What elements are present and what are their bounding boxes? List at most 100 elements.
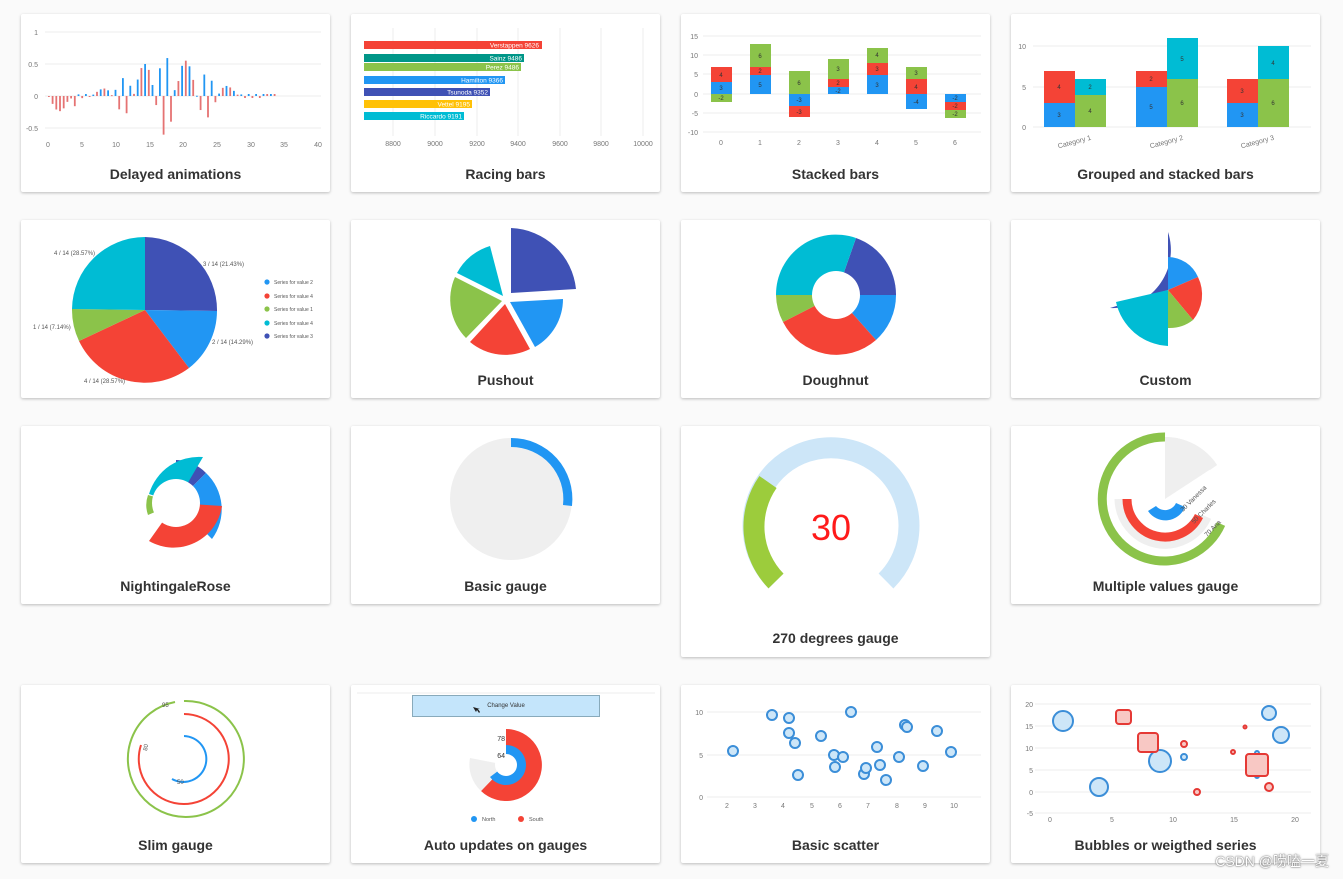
- x-tick: 0: [46, 142, 50, 149]
- x-tick: 15: [1230, 817, 1238, 824]
- bar: [133, 93, 135, 96]
- nightingale-rose-chart: [146, 456, 222, 548]
- card-basic-scatter[interactable]: 10 5 0 2 3 4 5 6 7 8 9 10 Basic scatter: [681, 685, 990, 863]
- card-title: NightingaleRose: [120, 578, 231, 594]
- y-tick: 20: [1025, 702, 1033, 709]
- bar: [177, 81, 180, 96]
- bar-label: -2: [952, 112, 958, 118]
- bar: [99, 89, 102, 96]
- slim-gauge-chart: 95 80 50: [126, 699, 245, 818]
- card-title: Basic scatter: [791, 837, 880, 853]
- x-tick: 30: [247, 142, 255, 149]
- scatter-point: [766, 709, 778, 721]
- bar: [151, 84, 154, 96]
- x-tick: 4: [781, 803, 785, 810]
- gauge-label: 95: [162, 703, 169, 709]
- y-tick: 0: [1022, 125, 1026, 132]
- card-multi-gauge[interactable]: 30 Vanessa 50 Charles 70 Ana Multiple va…: [1011, 426, 1320, 604]
- racing-bars-chart: Verstappen 9626 Sainz 9486 Perez 9486 Ha…: [364, 28, 653, 148]
- y-tick: 0: [699, 795, 703, 802]
- card-auto-updates-gauges[interactable]: Change Value 78 64 North South Auto upda…: [351, 685, 660, 863]
- bar: [218, 93, 220, 96]
- bar: [247, 94, 250, 96]
- bar-label: -2: [952, 96, 958, 102]
- card-nightingale-rose[interactable]: NightingaleRose: [21, 426, 330, 604]
- bar: [233, 90, 235, 96]
- bar-label: 6: [1271, 101, 1275, 107]
- legend-entry: Series for value 2: [274, 280, 313, 286]
- card-basic-gauge[interactable]: Basic gauge: [351, 426, 660, 604]
- gauge-label: 80: [143, 743, 150, 751]
- y-tick: 15: [1025, 724, 1033, 731]
- x-tick: 3: [753, 803, 757, 810]
- gauge-label: 50: [177, 780, 184, 786]
- bar: [181, 65, 183, 96]
- card-pushout[interactable]: Pushout: [351, 220, 660, 398]
- card-delayed-animations[interactable]: 1 0.5 0 -0.5 0 5 10 15 20 25 30 35 40 De…: [21, 14, 330, 192]
- card-grouped-stacked-bars[interactable]: 10 5 0 4 3 2 4 2 5 5 6 3 3 4 6: [1011, 14, 1320, 192]
- bar-label: 3: [719, 86, 723, 92]
- card-pie[interactable]: 4 / 14 (28.57%) 3 / 14 (21.43%) 1 / 14 (…: [21, 220, 330, 398]
- y-tick: 5: [1029, 768, 1033, 775]
- x-tick: 6: [838, 803, 842, 810]
- bar: [199, 96, 202, 111]
- bar: [136, 79, 139, 96]
- bar: [255, 94, 257, 96]
- x-tick: 25: [213, 142, 221, 149]
- change-value-button[interactable]: Change Value: [412, 695, 600, 717]
- bar-label: 3: [1240, 89, 1244, 95]
- gauge-value: 64: [497, 753, 505, 760]
- stacked-bars-chart: 15 10 5 0 -5 -10: [688, 34, 981, 147]
- scatter-point: [874, 759, 886, 771]
- card-270-gauge[interactable]: 30 270 degrees gauge: [681, 426, 990, 657]
- bar-label: -2: [952, 104, 958, 110]
- bar: [262, 94, 265, 96]
- card-title: 270 degrees gauge: [772, 630, 899, 646]
- bar: [122, 78, 124, 96]
- card-title: Doughnut: [802, 372, 869, 388]
- card-doughnut[interactable]: Doughnut: [681, 220, 990, 398]
- bar: [273, 94, 276, 96]
- bar-label: -4: [913, 100, 919, 106]
- x-tick: 2: [797, 140, 801, 147]
- bar-label: 4: [1088, 109, 1092, 115]
- bar: [48, 96, 50, 97]
- y-tick: 0: [1029, 790, 1033, 797]
- card-title: Delayed animations: [109, 166, 242, 182]
- slice-label: 1 / 14 (7.14%): [33, 325, 71, 331]
- bar: [88, 96, 91, 97]
- category-label: Category 3: [1240, 135, 1275, 151]
- x-tick: 9600: [552, 141, 568, 148]
- card-stacked-bars[interactable]: 15 10 5 0 -5 -10: [681, 14, 990, 192]
- bar: [144, 63, 146, 96]
- scatter-point: [945, 746, 957, 758]
- bar-label: 4: [914, 85, 918, 91]
- bar-label: -2: [718, 96, 724, 102]
- bar: [192, 79, 195, 96]
- bar: [184, 60, 187, 96]
- bar: [147, 69, 150, 96]
- card-title: Grouped and stacked bars: [1077, 166, 1254, 182]
- bar-label: 5: [1149, 105, 1153, 111]
- basic-scatter-chart: 10 5 0 2 3 4 5 6 7 8 9 10: [695, 706, 981, 810]
- bar: [240, 94, 243, 96]
- auto-gauge-chart: 78 64 North South: [357, 692, 655, 823]
- pie-chart: 4 / 14 (28.57%) 3 / 14 (21.43%) 1 / 14 (…: [33, 237, 313, 385]
- basic-gauge-chart: [450, 437, 573, 560]
- slice-label: 4 / 14 (28.57%): [84, 379, 125, 385]
- card-bubbles[interactable]: 20 15 10 5 0 -5 0 5 10 15 20 B: [1011, 685, 1320, 863]
- card-racing-bars[interactable]: Verstappen 9626 Sainz 9486 Perez 9486 Ha…: [351, 14, 660, 192]
- y-tick: -0.5: [26, 126, 38, 133]
- x-tick: 7: [866, 803, 870, 810]
- x-tick: 40: [314, 142, 322, 149]
- bar: [114, 89, 117, 96]
- bar: [125, 96, 128, 114]
- bar-label: 4: [719, 73, 723, 79]
- delayed-animations-chart: 1 0.5 0 -0.5 0 5 10 15 20 25 30 35 40: [26, 30, 322, 149]
- card-custom[interactable]: Custom: [1011, 220, 1320, 398]
- bar: [166, 58, 169, 96]
- card-slim-gauge[interactable]: 95 80 50 Slim gauge: [21, 685, 330, 863]
- y-tick: 1: [34, 30, 38, 37]
- scatter-point: [893, 751, 905, 763]
- bar-label: Sainz 9486: [489, 56, 522, 63]
